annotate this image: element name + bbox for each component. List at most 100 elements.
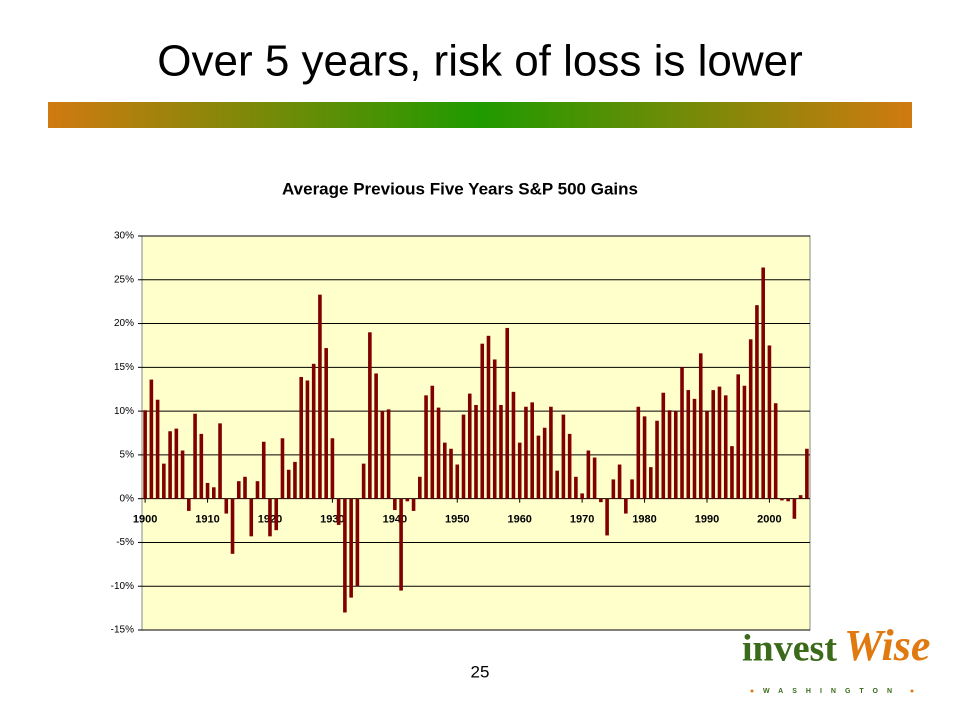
bar bbox=[461, 414, 466, 499]
bar bbox=[293, 461, 297, 499]
bar bbox=[386, 409, 391, 499]
bar bbox=[673, 411, 678, 499]
bar bbox=[418, 476, 422, 499]
bar bbox=[286, 469, 291, 499]
bar bbox=[268, 498, 272, 537]
bar bbox=[261, 441, 266, 499]
y-tick-label: 20% bbox=[114, 318, 134, 329]
bar bbox=[424, 395, 428, 499]
bar bbox=[798, 495, 803, 499]
bar bbox=[205, 482, 210, 499]
x-tick-label: 1940 bbox=[383, 514, 407, 526]
bar bbox=[305, 380, 310, 499]
bar bbox=[486, 335, 491, 499]
logo-dot bbox=[750, 689, 754, 693]
bar bbox=[586, 450, 591, 499]
bar bbox=[411, 498, 416, 511]
page-number: 25 bbox=[471, 662, 490, 681]
bar bbox=[524, 406, 528, 499]
bar bbox=[174, 428, 179, 499]
bar bbox=[336, 498, 341, 525]
slide-title: Over 5 years, risk of loss is lower bbox=[157, 37, 803, 86]
bar bbox=[536, 435, 541, 499]
bar bbox=[187, 498, 191, 511]
bar bbox=[180, 450, 185, 499]
bar bbox=[730, 446, 734, 499]
bar bbox=[511, 391, 516, 499]
bar bbox=[717, 386, 722, 499]
bar bbox=[480, 343, 485, 499]
bar bbox=[767, 345, 772, 499]
bar bbox=[736, 374, 741, 499]
logo-tagline: WASHINGTON bbox=[763, 688, 901, 695]
bar bbox=[492, 359, 497, 499]
y-tick-label: 5% bbox=[120, 450, 135, 461]
bar bbox=[393, 498, 397, 511]
bar bbox=[711, 390, 716, 499]
y-tick-label: 0% bbox=[120, 493, 135, 504]
bar bbox=[243, 476, 247, 499]
bar bbox=[467, 393, 472, 499]
x-tick-label: 1990 bbox=[695, 514, 719, 526]
bar bbox=[355, 498, 360, 587]
bar bbox=[680, 367, 684, 499]
bar bbox=[605, 498, 609, 536]
bar bbox=[567, 433, 572, 499]
bar bbox=[555, 470, 559, 499]
bar bbox=[405, 498, 410, 502]
bar bbox=[249, 498, 254, 537]
title-underline bbox=[48, 102, 912, 128]
x-tick-label: 1950 bbox=[445, 514, 469, 526]
bar bbox=[162, 463, 166, 499]
bar bbox=[399, 498, 403, 591]
chart: -15% -10% -5% 0% 5% 10% 15% 20% 25% 30% 1900 1910 19… bbox=[111, 231, 810, 636]
bar bbox=[723, 395, 728, 499]
bar bbox=[530, 402, 534, 499]
x-tick-label: 1970 bbox=[570, 514, 594, 526]
logo: invest Wise WASHINGTON bbox=[742, 621, 930, 695]
bar bbox=[343, 498, 347, 613]
bar bbox=[636, 406, 641, 499]
bar bbox=[692, 398, 697, 499]
x-tick-label: 2000 bbox=[757, 514, 781, 526]
bar bbox=[349, 498, 353, 598]
bar bbox=[517, 442, 522, 499]
bar bbox=[561, 414, 566, 499]
bar bbox=[474, 404, 478, 499]
logo-invest: invest bbox=[742, 628, 837, 670]
logo-dot bbox=[910, 689, 914, 693]
bar bbox=[380, 411, 385, 499]
bar bbox=[748, 339, 753, 499]
bar bbox=[255, 481, 260, 499]
y-tick-label: 30% bbox=[114, 231, 134, 242]
bar bbox=[661, 392, 666, 499]
bar bbox=[655, 420, 659, 499]
bar bbox=[449, 448, 453, 499]
bar bbox=[686, 390, 691, 499]
x-tick-label: 1960 bbox=[507, 514, 531, 526]
bar bbox=[236, 481, 241, 499]
y-tick-label: 15% bbox=[114, 362, 134, 373]
bar bbox=[773, 403, 778, 499]
bar bbox=[430, 385, 435, 499]
bar bbox=[705, 411, 709, 499]
bar bbox=[442, 442, 447, 499]
bar bbox=[143, 410, 147, 499]
bar bbox=[455, 464, 460, 499]
bar bbox=[742, 385, 747, 499]
bar bbox=[617, 464, 622, 499]
bar bbox=[630, 479, 634, 499]
x-tick-label: 1930 bbox=[320, 514, 344, 526]
bar bbox=[592, 457, 597, 499]
bar bbox=[374, 373, 378, 499]
bar bbox=[505, 327, 510, 499]
y-tick-label: 10% bbox=[114, 406, 134, 417]
bar bbox=[168, 431, 172, 499]
bar bbox=[318, 294, 322, 499]
bar bbox=[649, 467, 653, 499]
bar bbox=[667, 410, 672, 499]
bar bbox=[193, 413, 197, 499]
bar bbox=[311, 363, 316, 499]
bar bbox=[436, 407, 441, 499]
